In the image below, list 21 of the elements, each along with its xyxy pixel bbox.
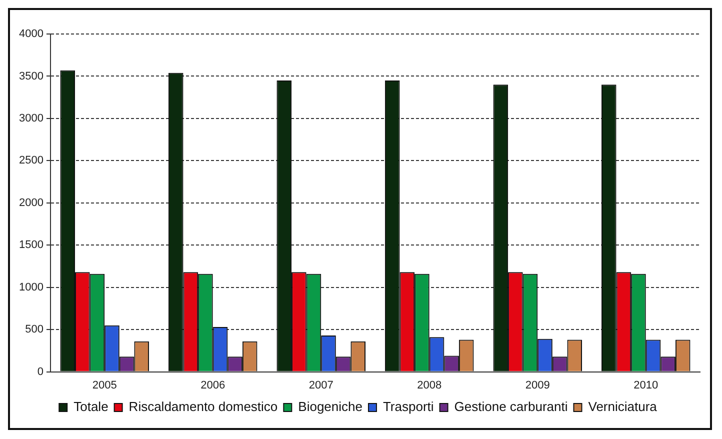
legend-label: Totale [74, 399, 108, 414]
y-tick-label: 2000 [18, 196, 44, 209]
x-tick-label: 2009 [525, 379, 550, 392]
y-tick-label: 1000 [18, 281, 44, 294]
y-tick-label: 3000 [18, 112, 44, 124]
x-tick-label: 2005 [92, 379, 117, 392]
y-tick-label: 500 [25, 324, 44, 336]
legend-label: Biogeniche [298, 399, 362, 414]
y-tick-label: 1500 [18, 239, 44, 252]
y-tick-label: 4000 [18, 28, 44, 40]
x-tick-label: 2007 [308, 379, 334, 392]
y-tick-label: 3500 [18, 70, 44, 82]
y-tick-label: 2500 [18, 154, 44, 167]
x-tick-label: 2006 [200, 379, 226, 392]
y-tick-label: 0 [37, 366, 44, 378]
legend-label: Trasporti [382, 399, 434, 414]
legend-label: Verniciatura [588, 399, 658, 414]
legend-label: Riscaldamento domestico [128, 399, 278, 414]
legend-label: Gestione carburanti [454, 399, 568, 414]
x-tick-label: 2010 [634, 379, 658, 392]
x-tick-label: 2008 [417, 379, 442, 392]
